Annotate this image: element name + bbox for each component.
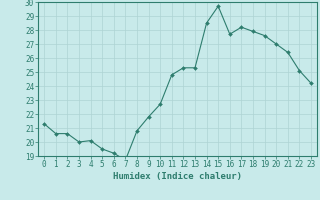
X-axis label: Humidex (Indice chaleur): Humidex (Indice chaleur)	[113, 172, 242, 181]
